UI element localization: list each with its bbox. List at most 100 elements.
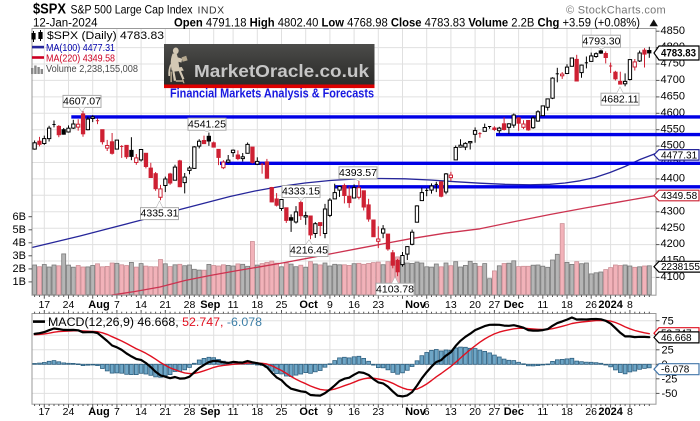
svg-text:Financial Markets Analysis & F: Financial Markets Analysis & Forecasts (170, 86, 374, 101)
svg-text:2024: 2024 (598, 299, 623, 311)
svg-text:6: 6 (424, 406, 430, 418)
svg-text:4335.31: 4335.31 (141, 208, 179, 220)
svg-text:MA(220) 4349.58: MA(220) 4349.58 (46, 52, 115, 64)
svg-text:25: 25 (662, 345, 674, 357)
svg-text:22381550: 22381550 (661, 262, 700, 273)
svg-text:24: 24 (63, 299, 75, 311)
svg-text:17: 17 (38, 299, 50, 311)
svg-text:Sep: Sep (200, 299, 220, 311)
svg-text:11: 11 (537, 406, 548, 418)
svg-text:18: 18 (561, 299, 573, 311)
svg-text:MarketOracle.co.uk: MarketOracle.co.uk (194, 61, 369, 81)
svg-text:16: 16 (348, 299, 360, 311)
svg-text:MA(100) 4477.31: MA(100) 4477.31 (46, 42, 115, 54)
svg-text:4500: 4500 (661, 140, 685, 152)
svg-text:4B: 4B (13, 237, 26, 249)
svg-text:4700: 4700 (661, 74, 685, 86)
svg-text:S&P 500 Large Cap Index: S&P 500 Large Cap Index (71, 3, 193, 17)
svg-text:1B: 1B (13, 276, 26, 288)
svg-text:4607.07: 4607.07 (63, 96, 101, 108)
svg-text:Open 4791.18 High 4802.40 Low: Open 4791.18 High 4802.40 Low 4768.98 Cl… (174, 18, 640, 30)
svg-text:Dec: Dec (504, 299, 524, 311)
svg-text:$SPX (Daily) 4783.83: $SPX (Daily) 4783.83 (47, 30, 164, 42)
svg-text:Sep: Sep (200, 406, 220, 418)
svg-text:6B: 6B (13, 211, 26, 223)
svg-text:4793.30: 4793.30 (583, 35, 621, 47)
svg-text:23: 23 (372, 406, 384, 418)
svg-text:14: 14 (135, 299, 147, 311)
svg-text:4477.31: 4477.31 (661, 150, 698, 161)
svg-text:25: 25 (276, 406, 288, 418)
svg-text:12-Jan-2024: 12-Jan-2024 (33, 18, 98, 30)
svg-text:$SPX: $SPX (33, 1, 66, 18)
svg-text:Volume 2,238,155,008: Volume 2,238,155,008 (46, 63, 138, 75)
svg-text:4400: 4400 (661, 173, 685, 185)
svg-text:20: 20 (469, 299, 481, 311)
svg-text:8: 8 (627, 299, 633, 311)
svg-text:16: 16 (348, 406, 360, 418)
svg-text:24: 24 (63, 406, 75, 418)
svg-text:75: 75 (662, 316, 674, 328)
svg-text:4250: 4250 (661, 222, 685, 234)
svg-text:4550: 4550 (661, 123, 685, 135)
svg-text:Nov: Nov (405, 299, 427, 311)
svg-text:INDX: INDX (198, 5, 225, 17)
svg-text:-25: -25 (662, 374, 678, 386)
svg-text:2024: 2024 (598, 406, 623, 418)
svg-text:4333.15: 4333.15 (282, 186, 320, 198)
svg-text:23: 23 (372, 299, 384, 311)
svg-text:14: 14 (135, 406, 147, 418)
svg-text:21: 21 (159, 299, 171, 311)
svg-text:7: 7 (114, 406, 120, 418)
svg-text:Aug: Aug (88, 299, 109, 311)
svg-text:2B: 2B (13, 263, 26, 275)
svg-text:-6.078: -6.078 (661, 365, 690, 376)
svg-text:11: 11 (228, 299, 239, 311)
svg-text:3B: 3B (13, 250, 26, 262)
svg-text:Oct: Oct (299, 299, 318, 311)
svg-text:4216.45: 4216.45 (290, 245, 328, 257)
svg-text:25: 25 (276, 299, 288, 311)
svg-text:28: 28 (184, 299, 196, 311)
svg-text:9: 9 (327, 299, 333, 311)
svg-text:4100: 4100 (661, 271, 685, 283)
svg-text:4650: 4650 (661, 91, 685, 103)
svg-text:Aug: Aug (88, 406, 109, 418)
svg-text:Nov: Nov (405, 406, 427, 418)
svg-text:4393.57: 4393.57 (339, 167, 377, 179)
svg-text:7: 7 (114, 299, 120, 311)
svg-text:26: 26 (585, 299, 597, 311)
svg-text:46.668: 46.668 (661, 333, 692, 344)
svg-text:21: 21 (159, 406, 171, 418)
svg-text:4541.25: 4541.25 (188, 118, 226, 130)
svg-text:6: 6 (424, 299, 430, 311)
svg-text:27: 27 (489, 406, 501, 418)
svg-text:Dec: Dec (504, 406, 524, 418)
svg-text:18: 18 (251, 299, 263, 311)
svg-text:© StockCharts.com: © StockCharts.com (566, 5, 666, 17)
svg-text:27: 27 (489, 299, 501, 311)
svg-text:28: 28 (184, 406, 196, 418)
svg-text:13: 13 (445, 299, 457, 311)
svg-text:17: 17 (38, 406, 50, 418)
svg-text:4349.58: 4349.58 (661, 191, 698, 202)
svg-text:Oct: Oct (299, 406, 318, 418)
svg-text:4200: 4200 (661, 238, 685, 250)
svg-text:5B: 5B (13, 224, 26, 236)
svg-text:4850: 4850 (661, 25, 685, 37)
svg-text:4682.11: 4682.11 (601, 93, 638, 105)
svg-text:MACD(12,26,9) 46.668, 52.747,: MACD(12,26,9) 46.668, 52.747, -6.078 (48, 317, 262, 329)
svg-text:20: 20 (469, 406, 481, 418)
svg-text:18: 18 (251, 406, 263, 418)
svg-text:4103.78: 4103.78 (376, 283, 414, 295)
svg-text:26: 26 (585, 406, 597, 418)
svg-text:11: 11 (537, 299, 548, 311)
svg-text:4783.83: 4783.83 (661, 48, 696, 60)
svg-text:13: 13 (445, 406, 457, 418)
svg-text:4300: 4300 (661, 205, 685, 217)
svg-text:8: 8 (627, 406, 633, 418)
svg-text:11: 11 (228, 406, 239, 418)
svg-text:-50: -50 (662, 388, 678, 400)
svg-text:9: 9 (327, 406, 333, 418)
svg-text:18: 18 (561, 406, 573, 418)
